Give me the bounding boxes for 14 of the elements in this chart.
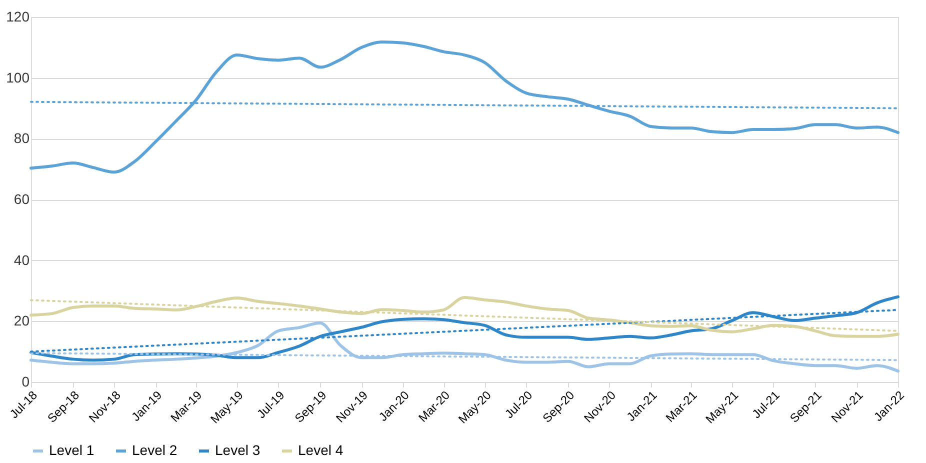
y-tick-label: 100	[6, 69, 30, 86]
y-tick-label: 60	[14, 191, 30, 207]
legend-label: Level 1	[49, 442, 94, 458]
legend-label: Level 3	[215, 442, 260, 458]
y-tick-label: 20	[14, 312, 30, 329]
y-tick-label: 0	[22, 374, 30, 390]
legend-label: Level 2	[132, 442, 178, 458]
y-tick-label: 80	[14, 130, 30, 146]
line-series	[30, 40, 900, 174]
y-tick-label: 120	[6, 8, 30, 24]
line-series	[30, 296, 900, 338]
legend-label: Level 4	[298, 442, 344, 458]
line-series	[30, 321, 900, 373]
y-tick-label: 40	[14, 252, 30, 268]
